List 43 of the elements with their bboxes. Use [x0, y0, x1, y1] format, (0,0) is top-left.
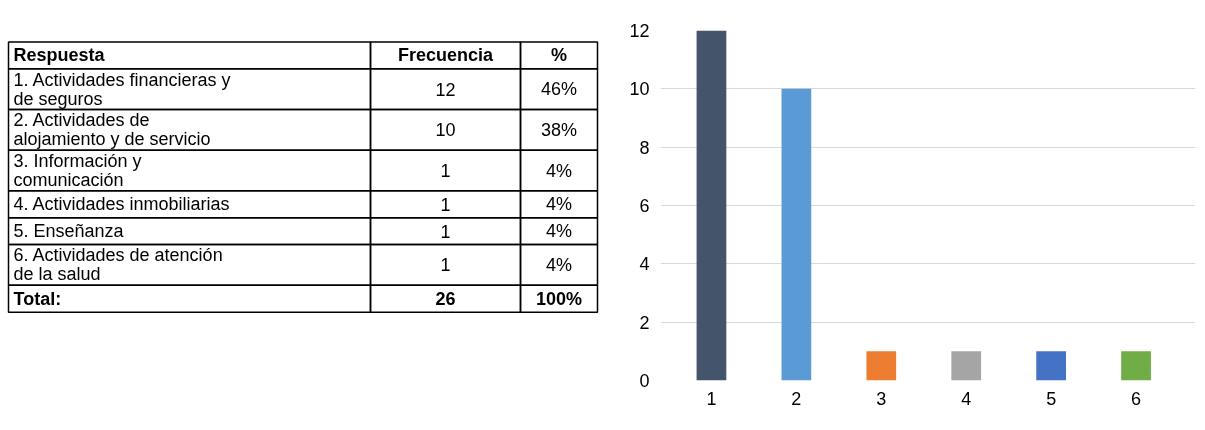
text: 5. Enseñanza — [13, 221, 125, 242]
y-tick-label: 12 — [629, 21, 650, 41]
bar — [1036, 351, 1066, 381]
text: 3. Información y comunicación — [13, 151, 142, 190]
bar — [866, 351, 897, 381]
text: 46% — [540, 79, 578, 100]
text: 1 — [440, 161, 451, 181]
x-tick-label: 6 — [1131, 388, 1142, 409]
y-tick-label: 10 — [629, 79, 650, 100]
y-tick-label: 2 — [639, 312, 650, 333]
text: 1 — [440, 194, 451, 215]
x-tick-label: 4 — [961, 388, 972, 409]
text: 12 — [435, 79, 456, 100]
text: 4% — [545, 254, 573, 275]
text: Respuesta — [13, 45, 106, 66]
bar — [781, 88, 812, 381]
text: Frecuencia — [397, 45, 495, 66]
x-tick-label: 3 — [876, 388, 887, 409]
x-tick-label: 5 — [1046, 388, 1057, 409]
text: 4% — [545, 221, 573, 242]
text: 1. Actividades financieras y de seguros — [13, 69, 231, 109]
y-tick-label: 4 — [639, 254, 650, 275]
text: 1 — [440, 221, 451, 242]
text: 2. Actividades de alojamiento y de servicio — [13, 110, 211, 150]
text: 4% — [545, 194, 573, 215]
bar — [1121, 351, 1151, 381]
text: Total: — [13, 288, 62, 309]
y-tick-label: 6 — [639, 196, 650, 216]
text: % — [551, 45, 568, 66]
text: 100% — [535, 288, 583, 309]
x-tick-label: 1 — [706, 388, 717, 409]
text: 1 — [440, 255, 451, 276]
text: 26 — [435, 289, 456, 310]
text: 10 — [435, 120, 456, 141]
bar — [696, 30, 727, 381]
text: 4. Actividades inmobiliarias — [13, 194, 230, 215]
text: 4% — [545, 160, 573, 181]
y-tick-label: 0 — [639, 371, 650, 391]
y-tick-label: 8 — [639, 137, 650, 158]
text: 38% — [540, 119, 578, 140]
x-tick-label: 2 — [791, 388, 802, 409]
text: 6. Actividades de atención de la salud — [13, 245, 223, 285]
bar — [951, 351, 982, 381]
